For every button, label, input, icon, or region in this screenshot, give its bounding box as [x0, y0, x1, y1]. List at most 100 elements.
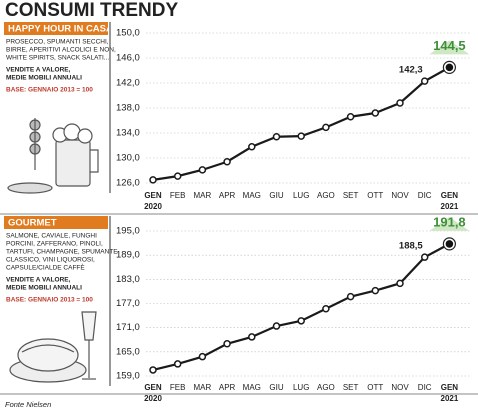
data-point: [420, 253, 429, 261]
data-point: [297, 317, 305, 325]
year-label: 2020: [144, 202, 162, 211]
data-point: [223, 158, 231, 166]
data-point: [371, 109, 380, 117]
section-title: GOURMET: [8, 218, 57, 229]
y-tick-label: 146,0: [116, 53, 140, 64]
x-tick-label: APR: [219, 191, 236, 200]
x-tick-label: LUG: [293, 191, 309, 200]
data-point: [173, 360, 182, 368]
measure: MEDIE MOBILI ANNUALI: [6, 75, 82, 82]
y-tick-label: 138,0: [116, 103, 140, 114]
year-label: 2021: [441, 202, 459, 211]
x-tick-label: DIC: [418, 191, 432, 200]
data-point: [149, 366, 157, 374]
measure: MEDIE MOBILI ANNUALI: [6, 285, 82, 292]
data-point: [420, 77, 429, 85]
y-tick-label: 177,0: [116, 298, 140, 309]
source: Fonte Nielsen: [5, 400, 51, 409]
data-point: [445, 240, 454, 248]
description: CLASSICO, VINI LIQUOROSI,: [6, 257, 95, 264]
y-tick-label: 165,0: [116, 346, 140, 357]
description: PROSECCO, SPUMANTI SECCHI,: [6, 39, 109, 46]
y-tick-label: 183,0: [116, 274, 140, 285]
data-point: [272, 133, 281, 141]
base-note: BASE: GENNAIO 2013 = 100: [6, 297, 93, 304]
value-label: 142,3: [399, 65, 423, 76]
description: SALMONE, CAVIALE, FUNGHI: [6, 233, 97, 240]
x-tick-label: FEB: [170, 383, 186, 392]
data-point: [396, 279, 404, 288]
x-tick-label: APR: [219, 383, 236, 392]
description: PORCINI, ZAFFERANO, PINOLI,: [6, 241, 103, 248]
data-point: [371, 286, 380, 295]
x-tick-label: GEN: [441, 191, 459, 200]
x-tick-label: AGO: [317, 191, 335, 200]
data-point: [223, 340, 231, 348]
x-tick-label: AGO: [317, 383, 335, 392]
x-tick-label: NOV: [391, 191, 409, 200]
x-tick-label: GEN: [144, 191, 162, 200]
x-tick-label: GEN: [144, 383, 162, 392]
up-arrow: [429, 216, 470, 231]
value-label: 188,5: [399, 241, 423, 252]
data-point: [198, 352, 207, 361]
description: BIRRE, APERITIVI ALCOLICI E NON,: [6, 47, 116, 54]
data-point: [445, 63, 454, 72]
x-tick-label: MAR: [194, 383, 212, 392]
x-tick-label: OTT: [367, 191, 383, 200]
y-tick-label: 189,0: [116, 250, 140, 261]
data-point: [322, 123, 330, 132]
measure: VENDITE A VALORE,: [6, 277, 71, 284]
x-tick-label: GEN: [441, 383, 459, 392]
data-point: [297, 132, 305, 140]
x-tick-label: MAG: [243, 383, 261, 392]
description: WHITE SPIRITS, SNACK SALATI...: [6, 55, 109, 62]
x-tick-label: OTT: [367, 383, 383, 392]
y-tick-label: 171,0: [116, 322, 140, 333]
value-label: 191,8: [433, 214, 466, 229]
y-tick-label: 142,0: [116, 78, 140, 89]
value-label: 144,5: [433, 38, 466, 53]
beer-icon: [7, 118, 99, 194]
section-header: [4, 22, 108, 35]
year-label: 2020: [144, 394, 162, 403]
data-point: [322, 304, 330, 313]
y-tick-label: 134,0: [116, 128, 140, 139]
gourmet-icon: [9, 311, 97, 383]
data-point: [346, 292, 355, 301]
x-tick-label: MAG: [243, 191, 261, 200]
data-point: [346, 113, 355, 121]
page-title: CONSUMI TRENDY: [5, 0, 178, 21]
data-point: [396, 99, 404, 107]
section-header: [4, 216, 108, 229]
x-tick-label: SET: [343, 383, 359, 392]
data-point: [272, 322, 281, 330]
x-tick-label: LUG: [293, 383, 309, 392]
base-note: BASE: GENNAIO 2013 = 100: [6, 87, 93, 94]
x-tick-label: GIU: [269, 191, 283, 200]
data-point: [248, 143, 256, 151]
up-arrow: [429, 40, 470, 55]
x-tick-label: SET: [343, 191, 359, 200]
measure: VENDITE A VALORE,: [6, 67, 71, 74]
data-point: [198, 166, 207, 174]
x-tick-label: DIC: [418, 383, 432, 392]
y-tick-label: 130,0: [116, 153, 140, 164]
y-tick-label: 195,0: [116, 226, 140, 237]
section-title: HAPPY HOUR IN CASA: [8, 24, 113, 35]
y-tick-label: 150,0: [116, 28, 140, 39]
data-point: [248, 333, 256, 341]
year-label: 2021: [441, 394, 459, 403]
x-tick-label: MAR: [194, 191, 212, 200]
x-tick-label: GIU: [269, 383, 283, 392]
data-point: [173, 172, 182, 180]
y-tick-label: 126,0: [116, 178, 140, 189]
x-tick-label: FEB: [170, 191, 186, 200]
description: TARTUFI, CHAMPAGNE, SPUMANTE: [6, 249, 118, 256]
data-point: [149, 176, 157, 184]
description: CAPSULE/CIALDE CAFFÈ: [6, 263, 85, 272]
x-tick-label: NOV: [391, 383, 409, 392]
y-tick-label: 159,0: [116, 371, 140, 382]
